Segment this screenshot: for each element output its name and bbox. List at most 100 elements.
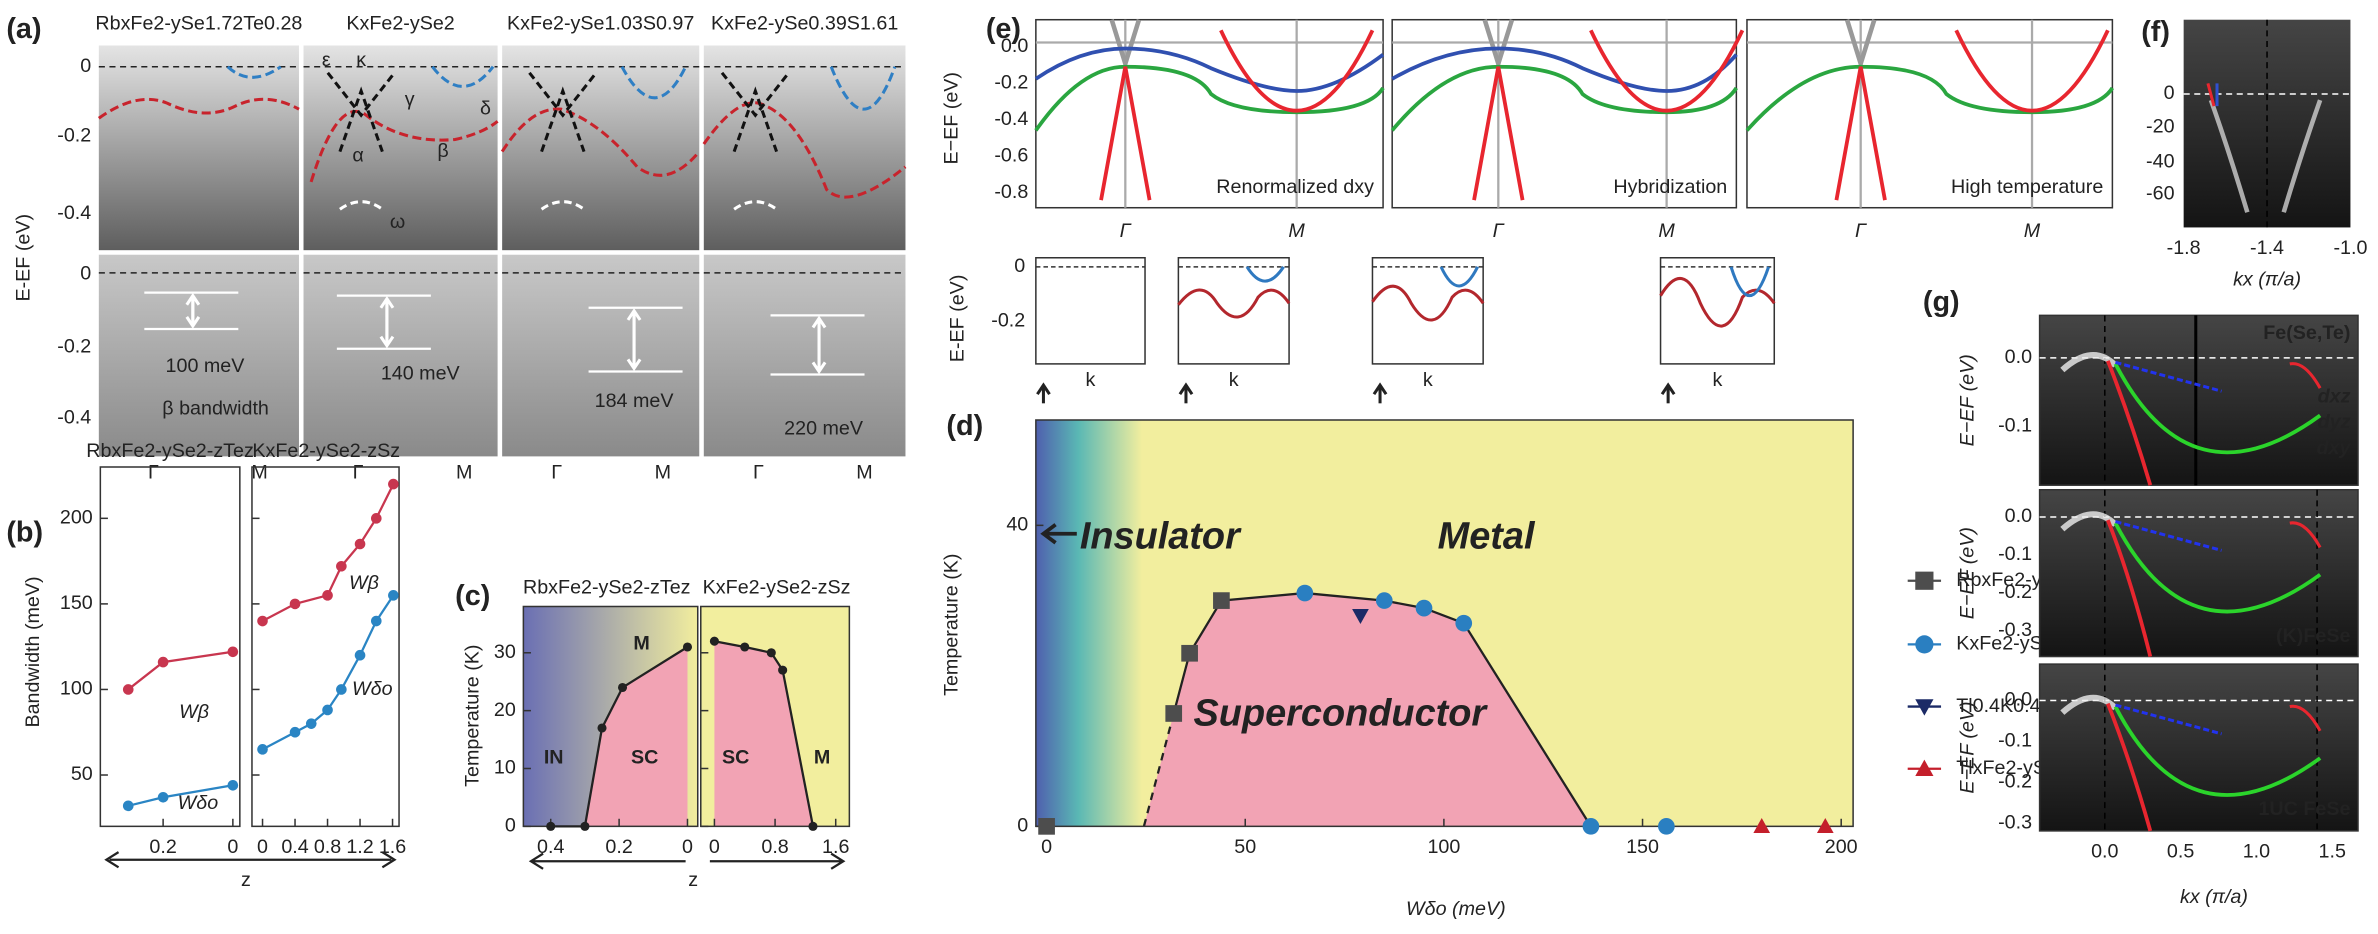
marker (1915, 571, 1934, 590)
y-tick-label: -0.3 (1998, 812, 2032, 834)
x-tick-label: 0.5 (2167, 840, 2194, 862)
marker (122, 800, 134, 812)
marker (1165, 705, 1183, 722)
y-tick-label: -0.1 (1998, 543, 2032, 565)
compound-title: KxFe2-ySe1.03S0.97 (507, 12, 694, 34)
marker (289, 598, 301, 610)
y-tick-label: 200 (60, 507, 93, 529)
compound-title: RbxFe2-ySe1.72Te0.28 (95, 12, 302, 34)
band-label: α (352, 144, 363, 166)
x-tick-label: Γ (1855, 220, 1867, 242)
y-tick-label: -60 (2146, 182, 2175, 204)
x-axis-label: z (241, 869, 251, 891)
marker (1582, 818, 1600, 835)
marker (1038, 818, 1055, 835)
marker (597, 723, 607, 733)
y-tick-label: -0.2 (1998, 581, 2032, 603)
curve (379, 295, 395, 309)
bandwidth-label: 140 meV (381, 363, 461, 385)
curve (1099, 29, 1375, 201)
x-tick-label: Γ (353, 461, 364, 483)
panel-label: (b) (6, 516, 43, 548)
box-label: High temperature (1951, 176, 2103, 198)
inset-box (1659, 257, 1776, 365)
sc-region (714, 641, 813, 827)
curve (2289, 521, 2322, 549)
plot-frame (522, 605, 699, 828)
curve (336, 294, 431, 350)
curve (2106, 702, 2153, 832)
inset-x-label: k (1229, 369, 1239, 391)
curve (829, 66, 897, 111)
bandwidth-label: 100 meV (166, 355, 246, 377)
marker (1658, 818, 1675, 835)
x-tick-label: Γ (1120, 220, 1132, 242)
curve (2106, 360, 2153, 486)
orbital-label: dyz (2318, 411, 2351, 433)
y-tick-label: -0.2 (57, 335, 91, 357)
curve (540, 200, 585, 211)
marker (1375, 592, 1393, 609)
inset-x-label: k (1086, 369, 1096, 391)
curve (626, 308, 642, 321)
y-tick-label: 20 (494, 699, 516, 721)
box-label: Hybridization (1613, 176, 1727, 198)
curve (2206, 83, 2216, 107)
y-axis-label: E−EF (eV) (1957, 701, 1979, 793)
inset-box (1177, 257, 1290, 365)
y-tick-label: -0.4 (57, 407, 91, 429)
arpes-image (703, 45, 906, 251)
arpes-image (98, 45, 299, 251)
curve (2106, 519, 2153, 657)
curve (811, 315, 827, 329)
curve (702, 101, 907, 199)
marker (546, 821, 556, 831)
subplot-title: KxFe2-ySe2-zSz (252, 440, 400, 462)
curve (1660, 382, 1676, 396)
curve (2115, 360, 2222, 393)
curve (144, 291, 239, 331)
y-tick-label: -0.6 (994, 144, 1028, 166)
arpes-image (303, 45, 498, 251)
x-axis-label: kx (π/a) (2180, 886, 2248, 908)
x-tick-label: M (655, 461, 671, 483)
marker (322, 704, 333, 716)
inset-x-label: k (1712, 369, 1722, 391)
plot-frame (99, 466, 241, 828)
curve (309, 109, 499, 183)
panel-label: (e) (986, 13, 1021, 45)
subplot-title: RbxFe2-ySe2-zTez (86, 440, 254, 462)
band-label: γ (405, 88, 415, 110)
marker (682, 642, 693, 652)
curve (339, 200, 384, 211)
y-tick-label: -0.1 (1998, 414, 2032, 436)
curve (1372, 382, 1388, 396)
x-tick-label: 0 (1041, 836, 1052, 858)
x-tick-label: 50 (1234, 836, 1256, 858)
y-tick-label: 0 (2164, 82, 2175, 104)
y-tick-label: 30 (494, 641, 516, 663)
marker (305, 718, 317, 729)
series-label: Wβ (179, 701, 209, 723)
x-tick-label: M (1288, 220, 1305, 242)
arpes-image (502, 254, 700, 457)
insulator-region (1035, 419, 1142, 827)
curve (2115, 703, 2222, 736)
y-tick-label: -0.8 (994, 181, 1028, 203)
y-tick-label: -0.2 (57, 125, 91, 147)
x-tick-label: 1.6 (379, 836, 406, 858)
y-tick-label: 0 (80, 55, 91, 77)
x-tick-label: 0.8 (314, 836, 341, 858)
curve (1040, 523, 1077, 545)
curve (1844, 19, 1877, 72)
panel-label: (a) (6, 13, 41, 45)
marker (388, 478, 399, 490)
series-label: Wβ (349, 572, 379, 594)
curve (1391, 46, 1738, 93)
x-tick-label: -1.8 (2167, 237, 2201, 259)
marker (370, 513, 382, 524)
x-tick-label: Γ (551, 461, 562, 483)
compound-title: KxFe2-ySe2 (346, 12, 454, 34)
y-tick-label: 150 (60, 592, 93, 614)
panel-label: (g) (1923, 286, 1960, 318)
